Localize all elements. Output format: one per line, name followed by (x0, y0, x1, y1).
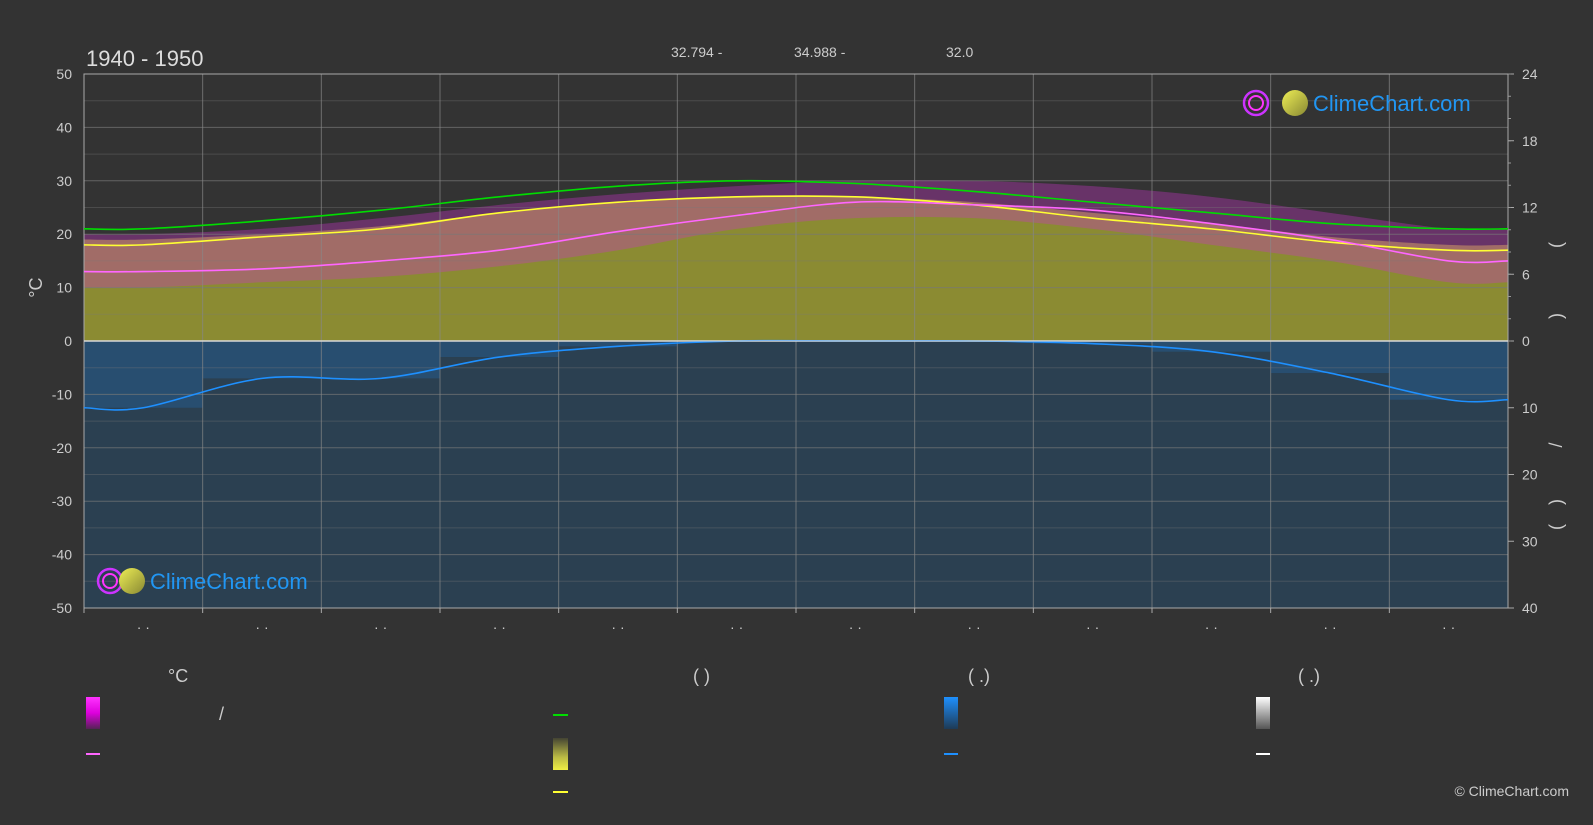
y2-upper-tick-label: 6 (1522, 266, 1530, 282)
chart-title: 1940 - 1950 (86, 46, 204, 71)
precip-month-bar (1033, 341, 1152, 344)
y-tick-label: 40 (56, 119, 72, 135)
logo-ring-inner-icon (1248, 95, 1264, 111)
precip-month-bar (558, 341, 678, 347)
x-tick-label: · · (1323, 619, 1336, 635)
y-tick-label: -20 (52, 440, 72, 456)
x-tick-label: · · (611, 619, 624, 635)
y-tick-label: -30 (52, 493, 72, 509)
longitude-value: 34.988 - (794, 44, 846, 60)
x-tick-label: · · (1442, 619, 1455, 635)
legend-temp-header: °C (168, 666, 189, 686)
y-tick-label: -10 (52, 386, 72, 402)
precip-month-bar (321, 341, 440, 379)
y2-upper-tick-label: 0 (1522, 333, 1530, 349)
copyright-text: © ClimeChart.com (1454, 783, 1569, 799)
series-line-max_line (83, 179, 1509, 231)
y-tick-label: 50 (56, 66, 72, 82)
y-tick-label: 0 (64, 333, 72, 349)
y-axis-label: °C (26, 277, 46, 297)
y2-axis-label-fragment: ( (1546, 242, 1566, 248)
y2-axis-label-fragment: / (1546, 442, 1566, 447)
series-lines (83, 179, 1509, 411)
series-line-sun_line (83, 195, 1509, 252)
legend-swatch-extreme-band (86, 697, 100, 729)
legend-swatch-snow-band (1256, 697, 1270, 729)
logo-text: ClimeChart.com (1313, 91, 1471, 116)
legend-swatch-rain-band (944, 697, 958, 729)
precip-month-bar (84, 341, 203, 408)
x-tick-label: · · (849, 619, 862, 635)
x-tick-label: · · (255, 619, 268, 635)
y2-axis-label-fragment: ) (1546, 313, 1566, 319)
legend-swatch-sunshine-band (553, 738, 568, 770)
y2-axis-label-fragment: ) (1546, 499, 1566, 505)
legend-sun-header: ( ) (693, 666, 710, 686)
y2-lower-tick-label: 10 (1522, 400, 1538, 416)
logo-top: ClimeChart.com (1242, 89, 1471, 117)
x-tick-label: · · (967, 619, 980, 635)
y2-lower-tick-label: 20 (1522, 467, 1538, 483)
y-tick-label: -40 (52, 547, 72, 563)
y-tick-label: 20 (56, 226, 72, 242)
x-tick-label: · · (1205, 619, 1218, 635)
x-tick-label: · · (374, 619, 387, 635)
y-tick-label: -50 (52, 600, 72, 616)
y-tick-label: 30 (56, 173, 72, 189)
y2-lower-tick-label: 40 (1522, 600, 1538, 616)
x-tick-label: · · (1086, 619, 1099, 635)
logo-text: ClimeChart.com (150, 569, 308, 594)
y2-upper-tick-label: 18 (1522, 133, 1538, 149)
x-tick-label: · · (730, 619, 743, 635)
legend-rain-header: ( .) (968, 666, 990, 686)
x-tick-label: · · (137, 619, 150, 635)
legend-snow-header: ( .) (1298, 666, 1320, 686)
series-line-mean_line (83, 200, 1509, 273)
precip-month-bar (202, 341, 322, 379)
precip-month-bar (440, 341, 559, 358)
y2-upper-tick-label: 24 (1522, 66, 1538, 82)
axes: 50 40 30 20 10 0 -10 -20 -30 -40 -50 °C 24 18 12 6 0 10 20… (26, 66, 1566, 635)
y2-lower-tick-label: 30 (1522, 533, 1538, 549)
x-tick-label: · · (493, 619, 506, 635)
y-tick-label: 10 (56, 280, 72, 296)
precip-month-bar (1270, 341, 1390, 374)
latitude-value: 32.794 - (671, 44, 723, 60)
logo-sun-icon (1282, 90, 1308, 116)
logo-ring-icon (1242, 89, 1270, 117)
precip-month-bar (1389, 341, 1508, 400)
y2-upper-tick-label: 12 (1522, 200, 1538, 216)
logo-ring-inner-icon (102, 573, 118, 589)
logo-bottom: ClimeChart.com (96, 567, 308, 595)
legend-temp-slash: / (219, 704, 225, 724)
y2-axis-label-fragment: ( (1546, 524, 1566, 530)
logo-sun-icon (119, 568, 145, 594)
precip-month-bar (1152, 341, 1271, 352)
elevation-value: 32.0 (946, 44, 974, 60)
